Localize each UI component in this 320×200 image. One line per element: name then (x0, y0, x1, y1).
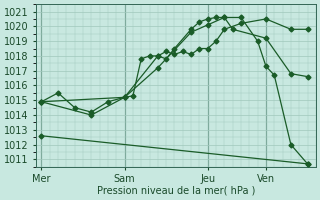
X-axis label: Pression niveau de la mer( hPa ): Pression niveau de la mer( hPa ) (97, 186, 255, 196)
